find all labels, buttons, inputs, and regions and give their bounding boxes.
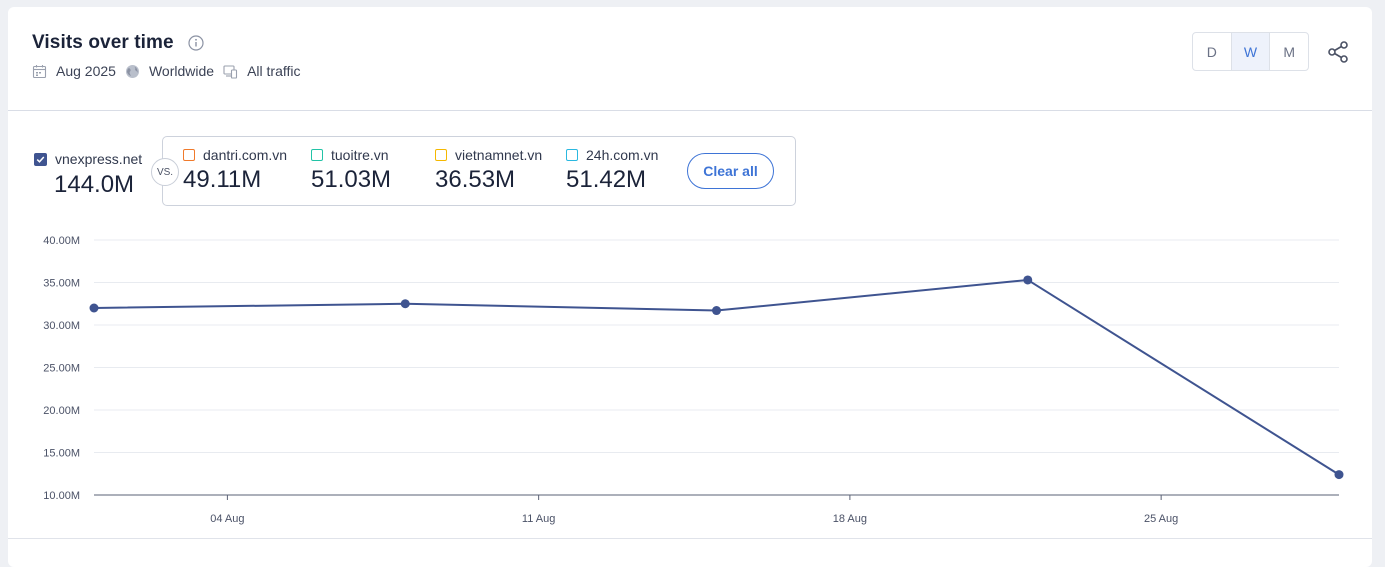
region-filter[interactable]: Worldwide <box>125 63 214 79</box>
bottom-divider <box>8 538 1372 539</box>
main-site-value: 144.0M <box>54 171 135 198</box>
date-label: Aug 2025 <box>56 63 116 79</box>
filters-row: Aug 2025 Worldwide All traffic <box>32 63 310 79</box>
region-label: Worldwide <box>148 63 215 79</box>
title-row: Visits over time <box>32 32 204 54</box>
competitor-name: vietnamnet.vn <box>455 147 543 163</box>
y-tick-label: 35.00M <box>43 278 80 290</box>
data-point <box>1023 275 1033 285</box>
y-tick-label: 20.00M <box>43 405 80 417</box>
checkmark-icon <box>36 155 45 163</box>
traffic-label: All traffic <box>247 63 301 79</box>
y-tick-label: 10.00M <box>43 490 80 502</box>
header-divider <box>8 110 1372 111</box>
competitors-box: dantri.com.vn 49.11M tuoitre.vn 51.03M v… <box>162 136 796 206</box>
competitor-name: dantri.com.vn <box>203 147 288 163</box>
calendar-icon <box>32 64 47 78</box>
data-point <box>712 306 721 316</box>
traffic-filter[interactable]: All traffic <box>223 63 301 79</box>
competitor-color-swatch[interactable] <box>566 149 578 161</box>
x-tick-label: 04 Aug <box>210 513 244 525</box>
data-point <box>89 303 99 313</box>
competitor-item[interactable]: dantri.com.vn 49.11M <box>183 147 287 194</box>
competitor-name: tuoitre.vn <box>331 147 389 163</box>
main-site-checkbox[interactable] <box>34 152 47 166</box>
clear-all-button[interactable]: Clear all <box>687 153 774 189</box>
competitor-value: 49.11M <box>183 166 262 193</box>
granularity-day-button[interactable]: D <box>1193 33 1232 70</box>
competitor-name: 24h.com.vn <box>586 147 659 163</box>
x-tick-label: 18 Aug <box>833 513 867 525</box>
data-point <box>400 299 410 309</box>
x-tick-label: 11 Aug <box>522 513 555 525</box>
line-chart: 40.00M 35.00M 30.00M 25.00M 20.00M 15.00M 10.0… <box>43 235 1344 525</box>
y-tick-label: 25.00M <box>43 363 80 375</box>
granularity-week-button[interactable]: W <box>1231 33 1271 70</box>
devices-icon <box>223 64 238 79</box>
competitor-color-swatch[interactable] <box>311 149 323 161</box>
date-filter[interactable]: Aug 2025 <box>32 63 116 79</box>
competitor-value: 51.03M <box>311 166 392 193</box>
competitor-item[interactable]: tuoitre.vn 51.03M <box>311 147 391 194</box>
competitor-value: 36.53M <box>435 166 516 193</box>
page-title: Visits over time <box>32 32 174 53</box>
x-tick-label: 25 Aug <box>1144 513 1178 525</box>
granularity-month-button[interactable]: M <box>1283 43 1296 60</box>
globe-icon <box>125 64 139 78</box>
competitor-item[interactable]: 24h.com.vn 51.42M <box>566 147 658 194</box>
vs-badge: VS. <box>151 158 179 186</box>
competitor-color-swatch[interactable] <box>435 149 447 161</box>
y-tick-label: 40.00M <box>43 235 80 247</box>
y-tick-label: 30.00M <box>43 320 80 332</box>
main-site-legend[interactable]: vnexpress.net 144.0M <box>34 151 142 199</box>
competitor-color-swatch[interactable] <box>183 149 195 161</box>
competitor-value: 51.42M <box>566 166 647 193</box>
info-icon[interactable] <box>188 35 204 51</box>
data-point <box>1334 470 1344 480</box>
y-tick-label: 15.00M <box>43 448 80 460</box>
granularity-toggle: D W M <box>1192 32 1309 71</box>
visits-over-time-card: Visits over time Aug 2025 <box>8 7 1372 567</box>
main-site-name: vnexpress.net <box>55 151 143 167</box>
share-icon[interactable] <box>1326 40 1350 64</box>
competitor-item[interactable]: vietnamnet.vn 36.53M <box>435 147 542 194</box>
